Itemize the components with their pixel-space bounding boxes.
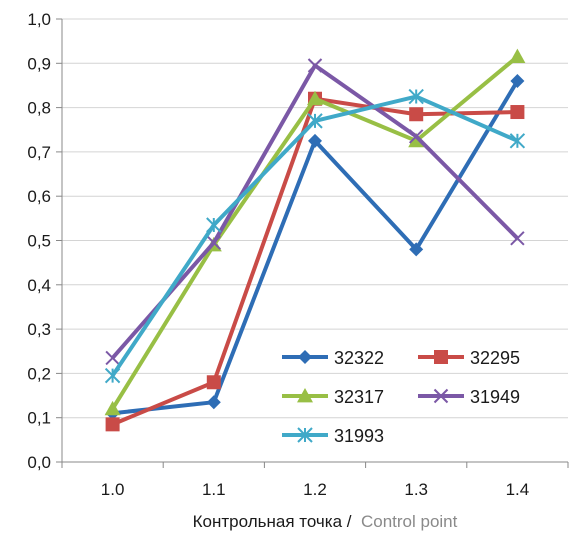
y-tick-label: 0,8: [27, 99, 51, 118]
marker-shape: [206, 395, 221, 410]
marker-shape: [434, 350, 448, 364]
marker-shape: [297, 388, 313, 403]
x-tick-label: 1.2: [303, 480, 327, 499]
marker-shape: [307, 90, 323, 106]
x-axis-label-ru: Контрольная точка /: [193, 512, 352, 531]
data-point: [105, 417, 120, 432]
y-axis-ticks: 0,0 0,1 0,2 0,3 0,4 0,5 0,6 0,7 0,8 0,9 1,0: [27, 10, 62, 472]
series-32317: [104, 48, 526, 416]
data-point: [308, 133, 322, 148]
x-axis-label-en: Control point: [361, 512, 458, 531]
data-point: [206, 395, 221, 410]
marker-shape: [408, 132, 425, 148]
data-point: [307, 113, 323, 129]
legend-marker: [298, 350, 312, 364]
legend: 32322 32295 32317 31949 31993: [282, 348, 520, 446]
legend-item-31949: 31949: [418, 387, 520, 407]
data-point: [409, 107, 424, 122]
data-point: [409, 242, 424, 257]
x-tick-label: 1.3: [404, 480, 428, 499]
y-tick-label: 0,0: [27, 453, 51, 472]
marker-shape: [105, 417, 120, 432]
marker-shape: [409, 107, 424, 122]
legend-label: 32295: [470, 348, 520, 368]
data-point: [509, 133, 526, 149]
y-tick-label: 1,0: [27, 10, 51, 29]
data-point: [408, 129, 424, 144]
y-tick-label: 0,7: [27, 143, 51, 162]
marker-shape: [433, 388, 449, 404]
marker-shape: [308, 133, 322, 148]
x-tick-label: 1.1: [202, 480, 226, 499]
marker-shape: [105, 350, 120, 366]
marker-shape: [510, 105, 525, 120]
y-tick-label: 0,5: [27, 232, 51, 251]
marker-shape: [206, 375, 221, 390]
y-tick-label: 0,3: [27, 320, 51, 339]
legend-label: 32317: [334, 387, 384, 407]
data-point: [307, 90, 323, 106]
marker-shape: [408, 129, 424, 144]
data-point: [408, 132, 425, 148]
legend-marker: [434, 350, 448, 364]
legend-item-31993: 31993: [282, 426, 384, 446]
legend-item-32322: 32322: [282, 348, 384, 368]
x-tick-label: 1.4: [506, 480, 530, 499]
gridlines: [62, 18, 568, 419]
marker-shape: [104, 400, 121, 416]
data-point: [408, 88, 424, 105]
legend-label: 32322: [334, 348, 384, 368]
data-point: [206, 375, 221, 390]
y-tick-label: 0,4: [27, 276, 51, 295]
legend-item-32295: 32295: [418, 348, 520, 368]
legend-label: 31949: [470, 387, 520, 407]
legend-marker: [297, 427, 313, 443]
legend-marker: [297, 388, 313, 403]
data-point: [307, 58, 323, 73]
marker-shape: [206, 235, 222, 250]
marker-shape: [307, 58, 323, 73]
data-point: [206, 217, 222, 233]
marker-shape: [510, 231, 525, 246]
legend-marker: [433, 388, 449, 404]
y-tick-label: 0,2: [27, 364, 51, 383]
x-axis-ticks: 1.0 1.1 1.2 1.3 1.4: [61, 462, 569, 499]
x-axis-label: Контрольная точка / Control point: [193, 512, 458, 531]
y-tick-label: 0,1: [27, 409, 51, 428]
data-point: [509, 48, 526, 64]
data-point: [510, 105, 525, 120]
data-point: [510, 231, 525, 246]
marker-shape: [298, 350, 312, 364]
series-group: [104, 48, 526, 432]
legend-item-32317: 32317: [282, 387, 384, 407]
series-31949: [105, 58, 525, 366]
x-tick-label: 1.0: [101, 480, 125, 499]
y-tick-label: 0,9: [27, 54, 51, 73]
marker-shape: [409, 242, 424, 257]
data-point: [104, 367, 121, 384]
data-point: [510, 74, 525, 89]
y-tick-label: 0,6: [27, 187, 51, 206]
series-31993: [104, 88, 526, 384]
data-point: [206, 235, 222, 250]
legend-label: 31993: [334, 426, 384, 446]
data-point: [105, 350, 120, 366]
marker-shape: [510, 74, 525, 89]
marker-shape: [509, 48, 526, 64]
series-line: [112, 79, 520, 416]
data-point: [104, 400, 121, 416]
